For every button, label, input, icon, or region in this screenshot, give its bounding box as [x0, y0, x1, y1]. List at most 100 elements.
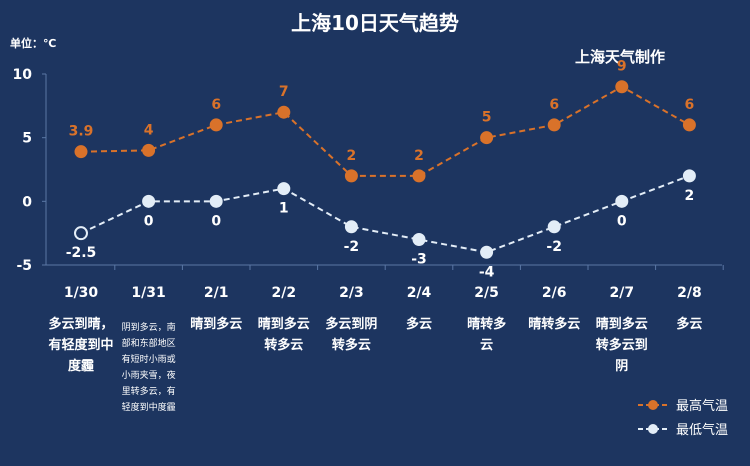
high-temp-point	[412, 169, 426, 183]
high-temp-label: 7	[279, 84, 289, 100]
y-tick-label: 5	[22, 131, 32, 147]
y-tick-label: -5	[16, 258, 32, 274]
weather-description-line: 有轻度到中	[48, 337, 113, 353]
weather-description-line: 晴到多云	[258, 316, 310, 332]
weather-description-line: 多云	[406, 316, 432, 332]
legend-marker	[648, 424, 658, 434]
legend-marker	[648, 400, 658, 410]
high-temp-point	[682, 118, 696, 132]
high-temp-point	[480, 131, 494, 145]
high-temp-label: 2	[347, 148, 357, 164]
high-temp-point	[209, 118, 223, 132]
low-temp-point	[277, 182, 291, 196]
high-temp-point	[344, 169, 358, 183]
low-temp-label: -3	[411, 252, 427, 268]
low-temp-point	[344, 220, 358, 234]
low-temp-line	[80, 174, 690, 254]
chart-title: 上海10日天气趋势	[291, 11, 459, 35]
x-tick-label: 2/4	[407, 285, 432, 301]
weather-description: 晴转多云	[528, 316, 580, 332]
high-temp-point	[277, 105, 291, 119]
weather-description-line: 晴到多云	[190, 316, 242, 332]
weather-description-line: 轻度到中度霾	[122, 401, 176, 413]
weather-description-line: 转多云到	[596, 337, 648, 353]
high-temp-point	[615, 80, 629, 94]
high-temp-label: 3.9	[69, 124, 94, 140]
weather-description-line: 多云到晴，	[48, 316, 113, 332]
weather-description-line: 度霾	[68, 358, 94, 374]
low-temp-point	[74, 226, 88, 241]
low-temp-point	[547, 220, 561, 234]
low-temp-label: -2.5	[66, 245, 97, 261]
legend-label: 最低气温	[676, 422, 728, 438]
low-temp-label: 1	[279, 201, 289, 217]
low-temp-point	[209, 194, 223, 208]
x-tick-label: 1/30	[64, 285, 99, 301]
data-labels: 3.9 4 6 7 2 2 5 6 9 6 -2.5 0 0 1 -2 -3 -4 -2 0 2	[66, 59, 695, 281]
low-temp-point	[142, 194, 156, 208]
low-temp-label: 0	[144, 213, 154, 229]
y-tick-label: 0	[22, 194, 32, 210]
high-temp-label: 6	[549, 97, 559, 113]
high-temp-point	[74, 145, 88, 159]
high-temp-point	[547, 118, 561, 132]
x-tick-label: 2/7	[609, 285, 634, 301]
weather-description-line: 多云	[676, 316, 702, 332]
x-tick-label: 2/3	[339, 285, 364, 301]
high-temp-label: 6	[685, 97, 695, 113]
low-temp-label: 0	[211, 213, 221, 229]
x-tick-label: 2/5	[474, 285, 499, 301]
weather-description-line: 阴到多云，南	[122, 321, 176, 333]
high-temp-point	[142, 143, 156, 157]
weather-description: 晴转多云	[467, 316, 506, 353]
weather-description-line: 晴转多	[467, 316, 506, 332]
weather-description: 多云	[406, 316, 432, 332]
low-temp-point	[412, 233, 426, 247]
weather-description-line: 云	[480, 338, 493, 353]
high-temp-line	[80, 85, 690, 177]
weather-description-line: 部和东部地区	[122, 337, 176, 349]
x-tick-label: 2/1	[204, 285, 229, 301]
low-temp-label: 2	[685, 188, 695, 204]
unit-label: 单位：℃	[10, 36, 56, 50]
weather-description-line: 转多云	[332, 337, 371, 353]
weather-description: 多云	[676, 316, 702, 332]
weather-description: 晴到多云	[190, 316, 242, 332]
y-tick-label: 10	[13, 67, 33, 83]
x-tick-label: 2/6	[542, 285, 567, 301]
weather-description-line: 阴	[615, 359, 628, 374]
series-layer	[74, 80, 696, 259]
weather-description-line: 晴转多云	[528, 316, 580, 332]
low-temp-label: 0	[617, 213, 627, 229]
low-temp-label: -2	[546, 239, 562, 255]
low-temp-point	[480, 245, 494, 259]
low-temp-point	[615, 194, 629, 208]
high-temp-label: 5	[482, 110, 492, 126]
x-tick-label: 1/31	[131, 285, 165, 301]
weather-description-line: 有短时小雨或	[122, 353, 176, 365]
high-temp-label: 4	[144, 122, 154, 138]
weather-description-line: 转多云	[264, 337, 303, 353]
weather-description-line: 晴到多云	[596, 316, 648, 332]
low-temp-point	[682, 169, 696, 183]
weather-description-line: 里转多云，有	[122, 385, 176, 397]
x-tick-label: 2/2	[271, 285, 296, 301]
x-tick-label: 2/8	[677, 285, 702, 301]
high-temp-label: 9	[617, 59, 627, 75]
chart-subtitle: 上海天气制作	[575, 48, 665, 66]
low-temp-label: -4	[479, 264, 495, 280]
weather-description-line: 多云到阴	[325, 316, 377, 332]
legend-label: 最高气温	[676, 398, 728, 414]
low-temp-label: -2	[344, 239, 360, 255]
weather-description-line: 小雨夹雪，夜	[122, 369, 176, 381]
high-temp-label: 6	[211, 97, 221, 113]
